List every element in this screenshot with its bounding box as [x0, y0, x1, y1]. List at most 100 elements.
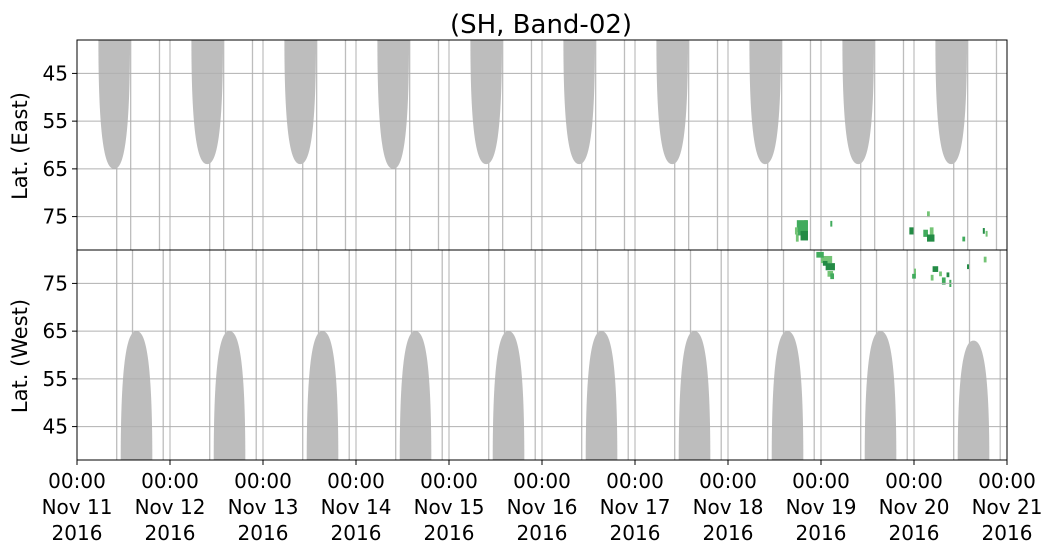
east-coverage-track: [995, 40, 998, 250]
x-tick-label: Nov 16: [507, 495, 578, 519]
x-tick-label: 2016: [610, 521, 661, 545]
x-tick-label: 2016: [796, 521, 847, 545]
east-detection-cell: [794, 227, 798, 235]
x-tick-label: Nov 14: [321, 495, 392, 519]
west-coverage-lobe: [492, 331, 525, 460]
east-coverage-lobe: [191, 40, 224, 165]
x-tick-label: 00:00: [978, 469, 1036, 493]
west-detection-cell: [930, 274, 934, 281]
east-coverage-track: [344, 40, 347, 250]
west-detection-cell: [946, 272, 950, 278]
east-detection-cell: [982, 228, 985, 234]
west-detection-cell: [822, 260, 828, 266]
west-coverage-lobe: [120, 331, 153, 460]
chart-title: (SH, Band-02): [450, 10, 632, 40]
east-coverage-track: [316, 40, 318, 250]
x-tick-label: 2016: [889, 521, 940, 545]
x-tick-label: 00:00: [327, 469, 385, 493]
x-tick-label: 00:00: [234, 469, 292, 493]
west-y-tick-label: 45: [43, 415, 68, 439]
east-coverage-lobe: [656, 40, 689, 165]
x-tick-label: Nov 21: [972, 495, 1043, 519]
east-panel: 45 55 65 75: [43, 39, 1008, 460]
east-coverage-track: [781, 40, 783, 250]
west-coverage-track: [441, 250, 443, 460]
west-detection-cell: [816, 251, 824, 258]
west-coverage-track: [767, 250, 769, 460]
east-coverage-track: [223, 40, 225, 250]
west-detection-cell: [941, 277, 946, 285]
west-detection-cell: [830, 273, 835, 280]
west-detection-cell: [821, 255, 833, 264]
x-tick-label: 2016: [982, 521, 1033, 545]
east-detection-cell: [923, 229, 928, 237]
x-tick-label: 00:00: [141, 469, 199, 493]
x-tick-label: 00:00: [513, 469, 571, 493]
west-coverage-track: [255, 250, 257, 460]
east-coverage-lobe: [98, 40, 131, 169]
west-coverage-lobe: [399, 331, 432, 460]
east-detection-cell: [796, 220, 808, 233]
east-detection-cell: [927, 211, 930, 218]
west-detection-cell: [914, 268, 916, 275]
west-detection-cell: [983, 256, 987, 263]
west-y-tick-label: 75: [43, 271, 68, 295]
west-coverage-lobe: [678, 331, 711, 460]
west-coverage-track: [953, 250, 955, 460]
west-coverage-lobe: [306, 331, 339, 460]
x-tick-label: 2016: [424, 521, 475, 545]
x-tick-label: 2016: [331, 521, 382, 545]
x-tick-label: Nov 11: [42, 495, 113, 519]
west-coverage-track: [999, 250, 1001, 460]
east-coverage-track: [874, 40, 876, 250]
east-coverage-track: [967, 40, 969, 250]
east-coverage-track: [688, 40, 690, 250]
east-coverage-lobe: [470, 40, 503, 165]
east-coverage-track: [623, 40, 626, 250]
x-tick-label: Nov 17: [600, 495, 671, 519]
east-coverage-track: [437, 40, 440, 250]
west-coverage-track: [162, 250, 164, 460]
east-coverage-track: [251, 40, 254, 250]
east-detection-cell: [909, 227, 914, 235]
west-detection-cell: [939, 271, 942, 277]
east-coverage-track: [530, 40, 533, 250]
east-coverage-track: [595, 40, 597, 250]
west-coverage-track: [627, 250, 629, 460]
east-ylabel: Lat. (East): [8, 92, 32, 200]
east-detection-cell: [927, 234, 935, 242]
west-coverage-track: [906, 250, 908, 460]
x-tick-label: 2016: [145, 521, 196, 545]
x-tick-label: 00:00: [48, 469, 106, 493]
east-detection-cell: [962, 236, 966, 242]
east-coverage-lobe: [842, 40, 875, 165]
west-coverage-lobe: [957, 340, 990, 460]
west-coverage-lobe: [585, 331, 618, 460]
x-tick-label: 00:00: [699, 469, 757, 493]
east-coverage-lobe: [563, 40, 596, 165]
west-coverage-track: [302, 250, 304, 460]
east-coverage-track: [809, 40, 812, 250]
east-coverage-lobe: [935, 40, 968, 165]
x-tick-label: Nov 15: [414, 495, 485, 519]
x-tick-label: Nov 13: [228, 495, 299, 519]
x-tick-label: 00:00: [420, 469, 478, 493]
west-coverage-lobe: [864, 331, 897, 460]
west-coverage-track: [488, 250, 490, 460]
west-detection-cell: [932, 266, 939, 272]
west-detection-cell: [967, 264, 970, 270]
x-tick-label: Nov 19: [786, 495, 857, 519]
west-coverage-track: [116, 250, 118, 460]
east-detection-cell: [929, 227, 934, 235]
x-tick-label: 2016: [238, 521, 289, 545]
east-y-tick-label: 75: [43, 205, 68, 229]
west-coverage-track: [209, 250, 211, 460]
west-coverage-track: [534, 250, 536, 460]
west-y-tick-label: 65: [43, 319, 68, 343]
west-y-tick-label: 55: [43, 367, 68, 391]
west-coverage-track: [813, 250, 815, 460]
east-coverage-track: [716, 40, 719, 250]
x-tick-label: Nov 20: [879, 495, 950, 519]
